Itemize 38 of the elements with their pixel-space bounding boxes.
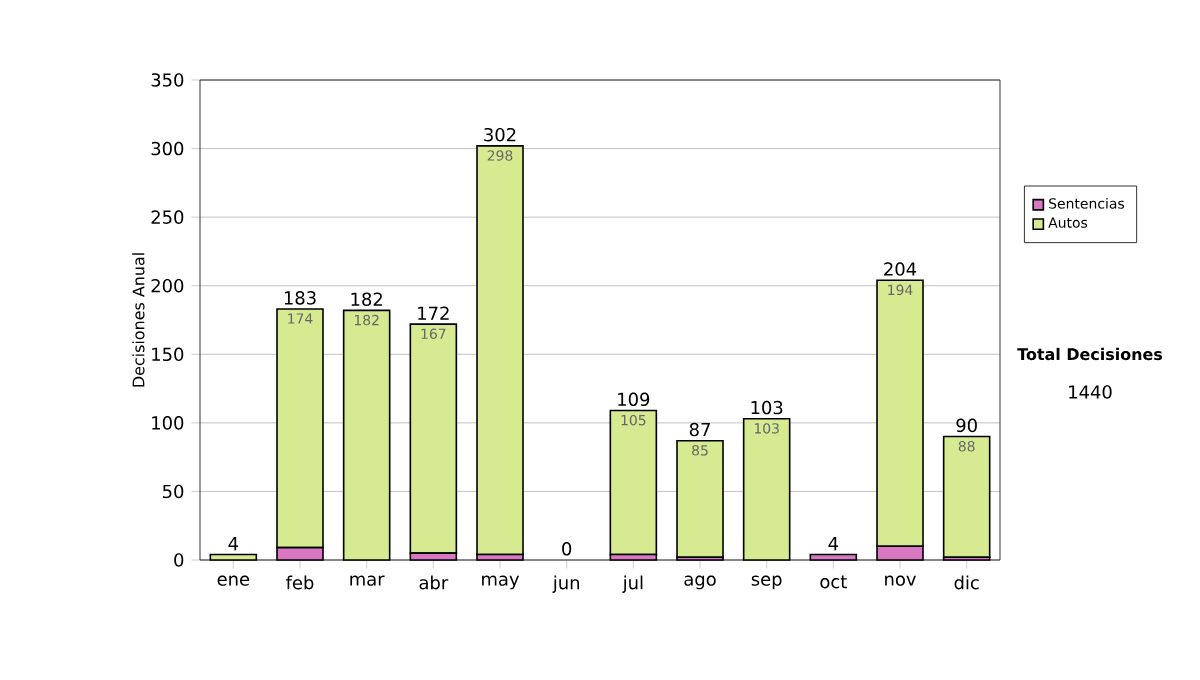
- bar: [609, 409, 658, 556]
- bar: [409, 323, 458, 554]
- text: 1440: [1069, 385, 1112, 399]
- x-tick-label: may: [482, 575, 520, 590]
- y-tick-label: 200: [151, 278, 184, 293]
- total-label: 103: [751, 400, 783, 415]
- x-tick-label: oct: [820, 575, 847, 589]
- bar: [942, 435, 991, 559]
- y-tick-label: 300: [151, 141, 184, 156]
- total-label: 204: [884, 262, 917, 276]
- total-label: 172: [418, 306, 449, 320]
- total-label: 4: [828, 537, 839, 551]
- total-label: 183: [284, 291, 316, 305]
- x-tick-label: nov: [885, 575, 916, 586]
- x-tick-label: abr: [419, 575, 449, 590]
- total-label: 0: [562, 542, 572, 556]
- total-label: 87: [689, 422, 710, 437]
- total-label: 182: [351, 292, 382, 307]
- y-tick-label: 50: [163, 484, 184, 499]
- x-tick-label: dic: [954, 575, 979, 590]
- y-tick-label: 0: [174, 553, 184, 567]
- x-tick-label: ene: [217, 575, 250, 586]
- x-tick-label: jun: [552, 575, 580, 593]
- total-label: 4: [228, 537, 239, 551]
- y-tick-label: 100: [152, 416, 184, 430]
- x-tick-label: feb: [286, 575, 314, 590]
- y-tick-label: 350: [151, 73, 184, 87]
- bar: [676, 439, 724, 559]
- x-tick-label: sep: [751, 575, 782, 590]
- total-label: 109: [618, 392, 650, 407]
- total-label: 302: [484, 127, 516, 142]
- x-tick-label: jul: [622, 575, 643, 593]
- total-label: 90: [956, 418, 977, 433]
- bar: [476, 145, 524, 556]
- x-tick-label: mar: [350, 575, 385, 586]
- y-tick-label: 250: [151, 210, 184, 224]
- x-tick-label: ago: [684, 575, 716, 590]
- y-tick-label: 150: [152, 347, 184, 362]
